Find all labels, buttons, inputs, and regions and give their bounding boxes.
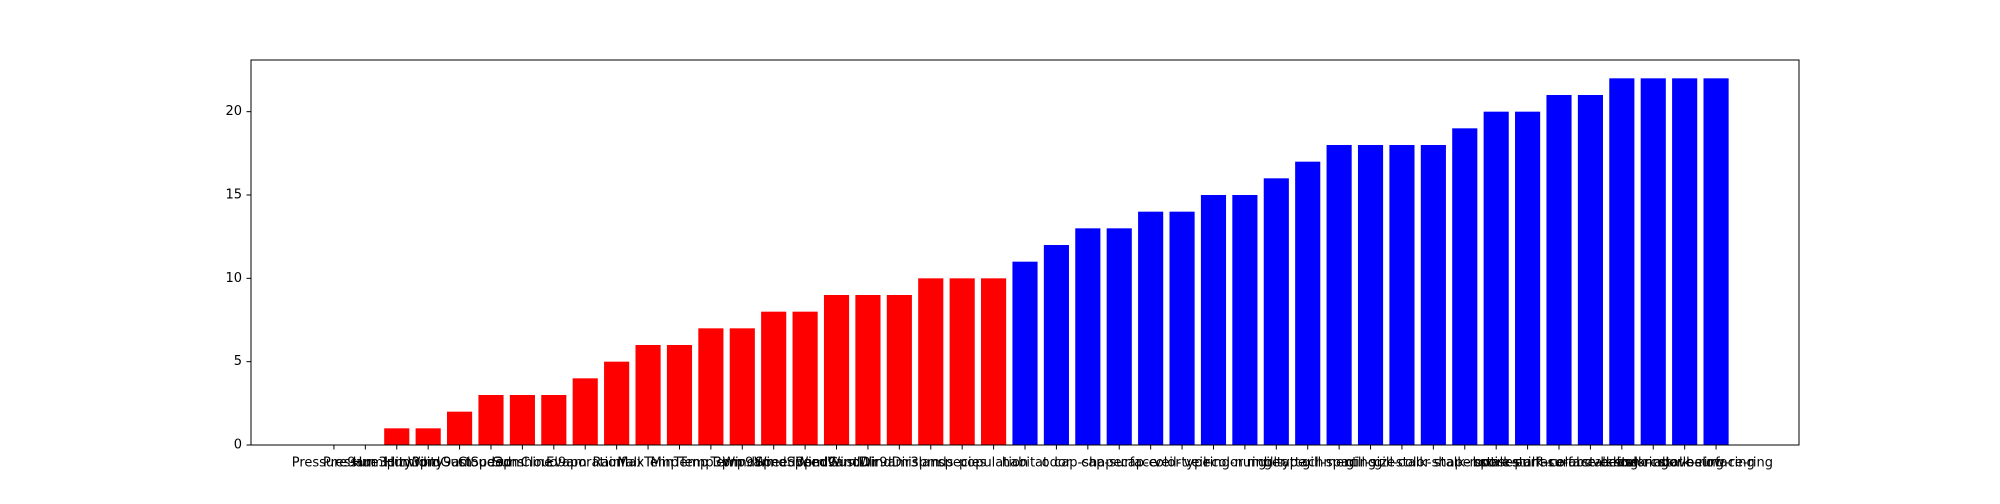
x-tick-label: WindSpeed3pm — [722, 456, 825, 471]
x-tick-label: veil-type — [1154, 456, 1211, 471]
x-tick-label: Temp9am — [710, 456, 775, 471]
bar — [1452, 128, 1478, 446]
x-tick-label: Pressure9am — [292, 456, 376, 471]
bar — [698, 328, 724, 445]
x-tick-label: Cloud9am — [521, 456, 587, 471]
y-tick-label: 5 — [234, 354, 242, 369]
x-tick-label: stalk-root — [1434, 456, 1496, 471]
y-tick-label: 15 — [225, 188, 242, 203]
x-tick-label: WindGustSpeed — [408, 456, 512, 471]
x-tick-label: bruises — [1473, 456, 1520, 471]
bar — [1703, 78, 1729, 445]
bar — [1577, 95, 1603, 445]
bar — [886, 295, 912, 445]
bar — [1106, 228, 1132, 445]
bar — [1357, 145, 1384, 445]
x-tick-label: habitat — [1002, 456, 1048, 471]
bar — [572, 378, 598, 445]
bar — [1640, 78, 1666, 445]
bar — [918, 278, 944, 445]
x-tick-label: gill-attachment — [1258, 456, 1357, 471]
x-tick-label: spore-print-color — [1474, 456, 1583, 471]
bar — [1389, 145, 1415, 445]
plot-frame — [250, 59, 1800, 446]
bar — [1138, 211, 1164, 445]
x-tick-label: islands — [908, 456, 953, 471]
bar — [1609, 78, 1635, 445]
bar — [855, 295, 881, 445]
x-tick-label: Humidity9am — [384, 456, 472, 471]
x-tick-label: stalk-shape — [1396, 456, 1471, 471]
bar — [478, 395, 504, 445]
bar — [823, 295, 850, 445]
x-tick-label: species — [938, 456, 987, 471]
x-tick-label: Humidity3pm — [353, 456, 441, 471]
x-tick-label: odor — [1042, 456, 1072, 471]
bar — [384, 428, 410, 445]
bar — [604, 361, 630, 445]
x-tick-label: cap-shape — [1054, 456, 1121, 471]
y-tick-label: 0 — [234, 438, 242, 453]
bar — [729, 328, 755, 445]
x-tick-label: veil-color — [1184, 456, 1244, 471]
x-tick-label: stalk-surface-below-ring — [1512, 456, 1669, 471]
x-tick-label: gill-size — [1346, 456, 1395, 471]
bar — [1232, 195, 1258, 445]
bar — [1326, 145, 1352, 445]
x-tick-label: WindSpeed9am — [754, 456, 856, 471]
x-tick-label: gill-spacing — [1302, 456, 1376, 471]
bar — [949, 278, 975, 445]
x-tick-label: class — [1606, 456, 1638, 471]
x-tick-label: WindGustDir — [796, 456, 878, 471]
x-tick-label: Cloud3pm — [458, 456, 524, 471]
x-tick-label: Sunshine — [493, 456, 553, 471]
x-tick-label: MaxTemp — [617, 456, 679, 471]
bar — [1012, 261, 1038, 445]
x-tick-label: stalk-surface-ring — [1659, 456, 1773, 471]
x-tick-label: Temp3pm — [678, 456, 743, 471]
x-tick-label: WindDir3pm — [859, 456, 940, 471]
bar — [1295, 161, 1321, 445]
bar — [1043, 245, 1069, 445]
x-tick-label: stalk-color-below-ring — [1615, 456, 1755, 471]
bar — [1515, 111, 1541, 446]
x-tick-label: Pressure3pm — [323, 456, 408, 471]
x-tick-label: cap-color — [1121, 456, 1182, 471]
x-tick-label: Rainfall — [592, 456, 640, 471]
y-tick-label: 20 — [225, 104, 242, 119]
bar — [1169, 211, 1195, 445]
x-tick-label: MinTemp — [651, 456, 709, 471]
bar — [1672, 78, 1698, 445]
x-tick-label: cap-surface — [1081, 456, 1157, 471]
bar — [415, 428, 441, 445]
bar — [792, 311, 818, 445]
bar — [635, 345, 661, 445]
bar — [447, 411, 473, 445]
bar — [981, 278, 1007, 445]
x-tick-label: Evaporation — [546, 456, 624, 471]
bar — [541, 395, 567, 445]
bar — [666, 345, 693, 445]
x-tick-label: ring-type — [1247, 456, 1306, 471]
bar — [1263, 178, 1289, 446]
x-tick-label: stalk-surface-above-ring — [1480, 456, 1638, 471]
bar — [1200, 195, 1227, 445]
y-tick-label: 10 — [225, 271, 242, 286]
bar — [761, 311, 787, 445]
x-tick-label: gill-color — [1374, 456, 1430, 471]
x-tick-label: population — [959, 456, 1028, 471]
bar — [1075, 228, 1101, 445]
x-tick-label: ring-number — [1204, 456, 1286, 471]
x-tick-label: stalk-color-above-ring — [1582, 456, 1724, 471]
bar — [509, 395, 535, 445]
bar — [1483, 111, 1509, 446]
bar — [1546, 95, 1572, 445]
bar — [1420, 145, 1446, 445]
x-tick-label: WindDir9am — [828, 456, 909, 471]
